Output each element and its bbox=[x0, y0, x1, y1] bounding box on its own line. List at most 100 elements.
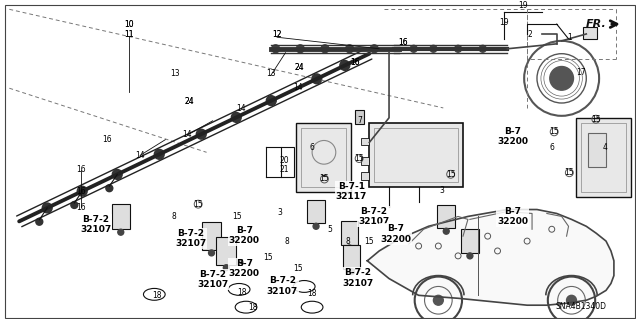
Text: 20: 20 bbox=[280, 156, 289, 165]
Text: 18: 18 bbox=[308, 289, 317, 298]
Text: 17: 17 bbox=[577, 68, 586, 77]
Text: 18: 18 bbox=[152, 291, 162, 300]
Text: 18: 18 bbox=[248, 303, 257, 312]
Circle shape bbox=[209, 250, 214, 256]
Text: B-7
32200: B-7 32200 bbox=[380, 224, 412, 244]
Text: 15: 15 bbox=[232, 212, 241, 221]
Text: FR.: FR. bbox=[585, 19, 606, 29]
Text: 7: 7 bbox=[357, 116, 362, 125]
Text: 16: 16 bbox=[77, 187, 86, 196]
Circle shape bbox=[479, 45, 486, 52]
Circle shape bbox=[266, 96, 276, 106]
Text: 5: 5 bbox=[327, 225, 332, 234]
Circle shape bbox=[444, 228, 449, 234]
Text: B-7-2
32107: B-7-2 32107 bbox=[342, 268, 374, 288]
Text: 9: 9 bbox=[239, 259, 244, 269]
Text: 16: 16 bbox=[77, 165, 86, 174]
Text: B-7
32200: B-7 32200 bbox=[497, 207, 528, 226]
Text: 8: 8 bbox=[284, 237, 289, 246]
Bar bbox=[577, 118, 630, 197]
Bar bbox=[362, 137, 369, 145]
Circle shape bbox=[296, 45, 304, 53]
Bar bbox=[307, 200, 325, 223]
Bar bbox=[296, 123, 351, 192]
Circle shape bbox=[271, 45, 280, 53]
Bar bbox=[340, 221, 358, 245]
Circle shape bbox=[340, 61, 349, 70]
Text: 14: 14 bbox=[182, 130, 192, 139]
Ellipse shape bbox=[301, 301, 323, 313]
Circle shape bbox=[196, 129, 206, 139]
Text: 24: 24 bbox=[295, 63, 305, 72]
Circle shape bbox=[106, 185, 113, 192]
Text: 15: 15 bbox=[446, 170, 456, 179]
Text: 18: 18 bbox=[237, 288, 246, 297]
Circle shape bbox=[231, 113, 241, 122]
Circle shape bbox=[347, 245, 353, 251]
Circle shape bbox=[118, 229, 124, 235]
Circle shape bbox=[312, 74, 322, 84]
Ellipse shape bbox=[293, 280, 315, 293]
Bar bbox=[437, 204, 455, 228]
Circle shape bbox=[371, 45, 378, 53]
Circle shape bbox=[410, 45, 417, 52]
Ellipse shape bbox=[235, 301, 257, 313]
Bar bbox=[342, 245, 360, 269]
Text: B-7-2
32107: B-7-2 32107 bbox=[175, 229, 206, 249]
Text: B-7-2
32107: B-7-2 32107 bbox=[266, 276, 298, 296]
Text: 8: 8 bbox=[171, 212, 176, 221]
Text: 15: 15 bbox=[319, 174, 329, 183]
Text: 15: 15 bbox=[564, 168, 574, 177]
Text: •: • bbox=[322, 174, 326, 180]
Text: B-7-1
32117: B-7-1 32117 bbox=[336, 182, 367, 201]
Polygon shape bbox=[367, 210, 614, 305]
Circle shape bbox=[42, 203, 52, 213]
Text: 15: 15 bbox=[355, 154, 364, 163]
Bar bbox=[216, 237, 236, 265]
Text: 12: 12 bbox=[273, 30, 282, 39]
Bar bbox=[588, 133, 606, 167]
Circle shape bbox=[223, 265, 229, 271]
Ellipse shape bbox=[228, 284, 250, 295]
Text: B-7
32200: B-7 32200 bbox=[228, 259, 260, 278]
Text: 2: 2 bbox=[528, 30, 532, 39]
Text: 11: 11 bbox=[125, 30, 134, 39]
Bar bbox=[374, 128, 458, 182]
Text: 3: 3 bbox=[440, 186, 444, 195]
Text: 21: 21 bbox=[280, 165, 289, 174]
Text: 13: 13 bbox=[170, 69, 180, 78]
Text: 16: 16 bbox=[102, 135, 111, 144]
Text: 24: 24 bbox=[184, 97, 194, 107]
Text: 10: 10 bbox=[125, 20, 134, 29]
Text: 24: 24 bbox=[184, 97, 194, 107]
Bar bbox=[355, 110, 364, 124]
Text: 16: 16 bbox=[77, 203, 86, 212]
Circle shape bbox=[349, 269, 355, 275]
Text: 15: 15 bbox=[549, 127, 559, 136]
Circle shape bbox=[36, 218, 43, 225]
Bar bbox=[301, 128, 346, 187]
Text: 24: 24 bbox=[295, 63, 305, 72]
Text: 15: 15 bbox=[591, 115, 601, 124]
Text: 10: 10 bbox=[125, 20, 134, 29]
Text: 14: 14 bbox=[135, 151, 145, 160]
Text: 14: 14 bbox=[293, 83, 303, 92]
Text: 1: 1 bbox=[567, 33, 572, 42]
Text: 15: 15 bbox=[293, 264, 303, 273]
Text: 6: 6 bbox=[309, 143, 314, 152]
Text: 16: 16 bbox=[350, 58, 360, 67]
Text: 6: 6 bbox=[550, 143, 555, 152]
Text: 19: 19 bbox=[518, 1, 528, 10]
Circle shape bbox=[430, 45, 437, 52]
Text: 13: 13 bbox=[266, 69, 275, 78]
Circle shape bbox=[77, 186, 87, 196]
Text: 11: 11 bbox=[125, 30, 134, 39]
Text: B-7-2
32107: B-7-2 32107 bbox=[358, 207, 389, 226]
Text: 15: 15 bbox=[264, 253, 273, 262]
Text: 14: 14 bbox=[236, 104, 246, 113]
Text: B-7-2
32107: B-7-2 32107 bbox=[80, 215, 111, 234]
Bar bbox=[362, 157, 369, 165]
Circle shape bbox=[550, 67, 573, 90]
Text: B-7-2
32107: B-7-2 32107 bbox=[197, 270, 228, 289]
Bar bbox=[461, 229, 479, 253]
